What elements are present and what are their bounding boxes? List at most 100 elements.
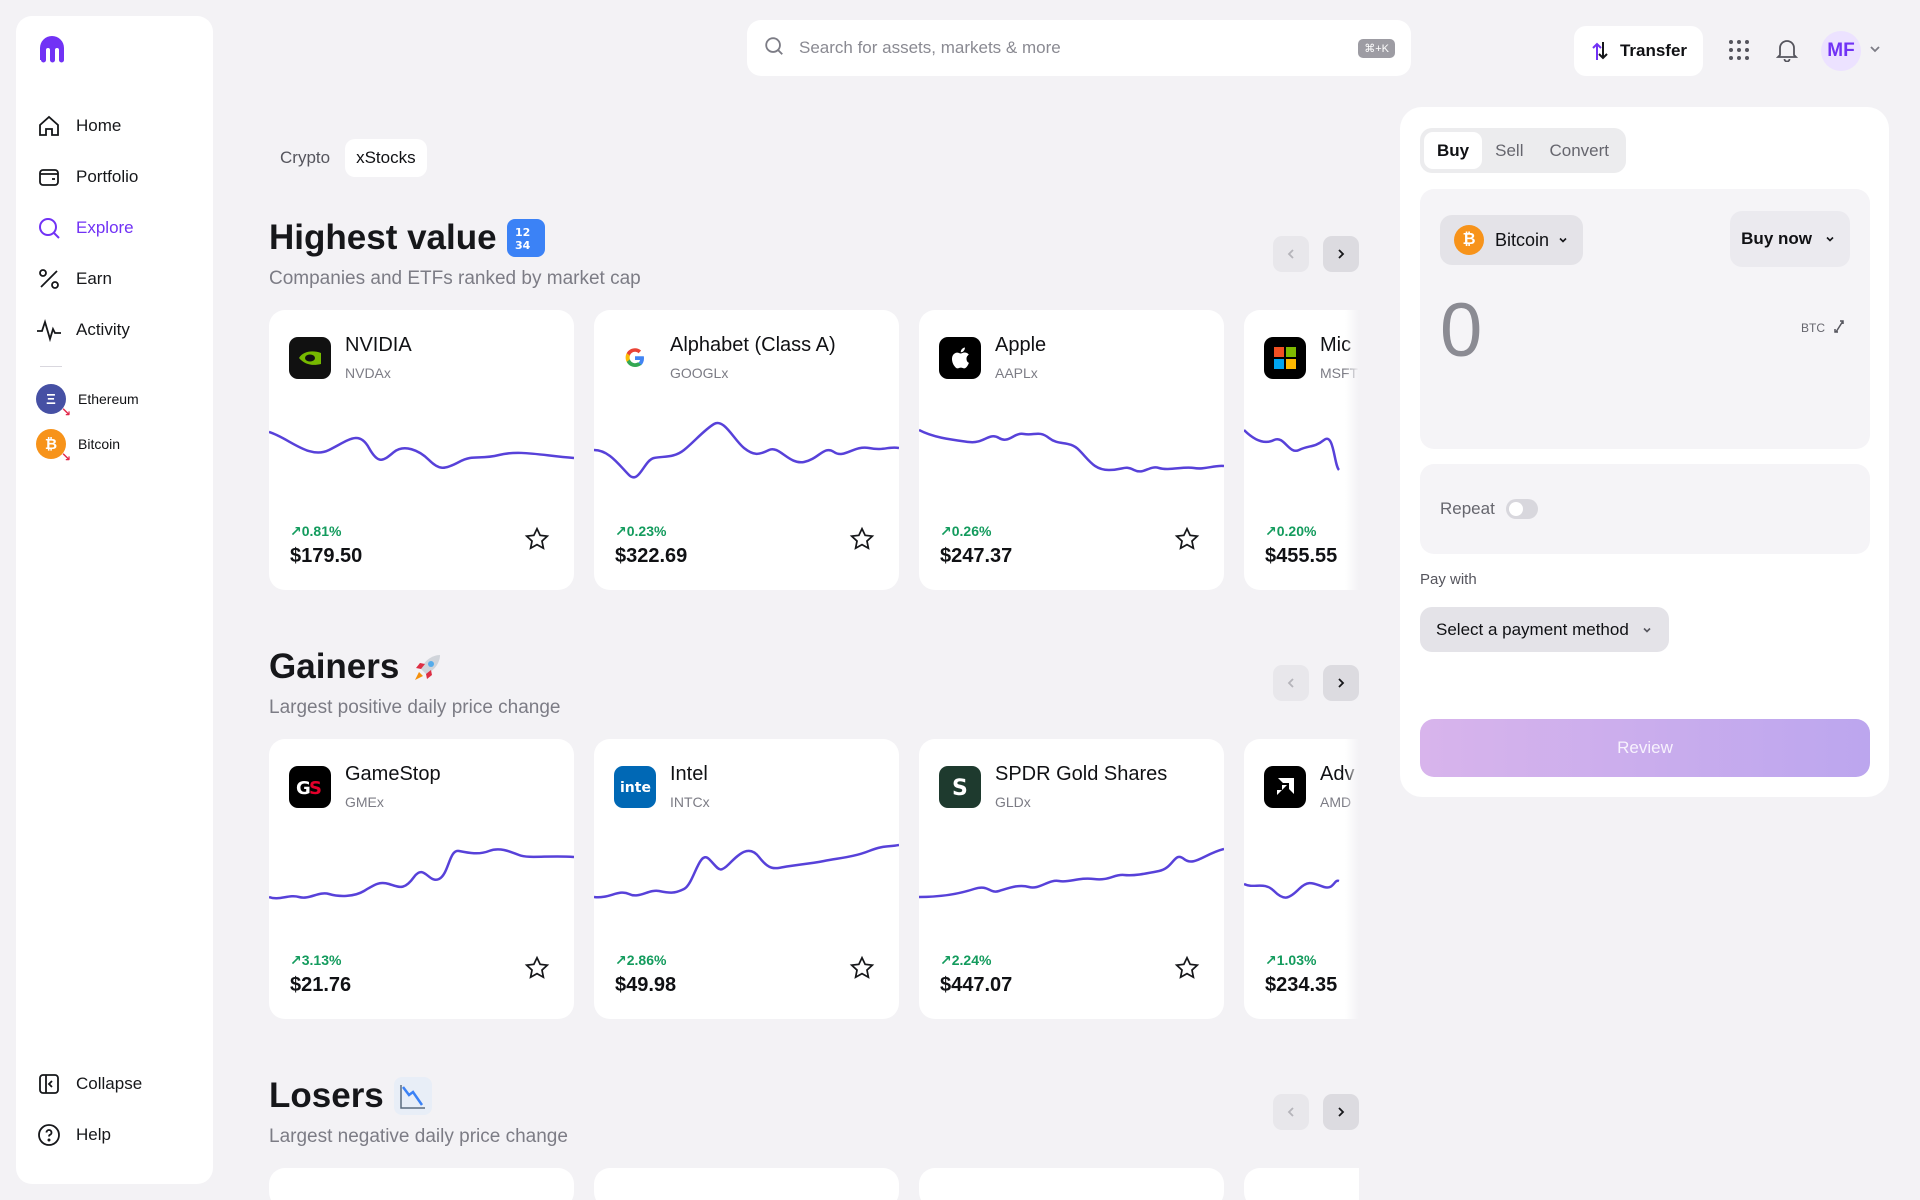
star-icon[interactable] [849, 526, 875, 557]
asset-card-amd[interactable]: Adv AMD ↗1.03% $234.35 [1244, 739, 1359, 1019]
search-input[interactable]: Search for assets, markets & more [799, 38, 1061, 57]
trade-panel: Buy Sell Convert ₿ Bitcoin Buy now 0 BTC… [1400, 107, 1889, 797]
sidebar-nav: Home Portfolio Explore Earn Activity Ξ ↘ … [30, 104, 200, 469]
asset-card-partial[interactable] [1244, 1168, 1359, 1200]
kraken-logo-icon[interactable] [36, 34, 68, 66]
asset-price: $322.69 [615, 545, 688, 567]
sidebar-bottom: Collapse Help [36, 1062, 142, 1164]
chevron-left-icon [1287, 678, 1294, 688]
sidebar-recent-ethereum[interactable]: Ξ ↘ Ethereum [30, 379, 200, 419]
collapse-sidebar-icon [36, 1071, 62, 1097]
carousel-next-button[interactable] [1323, 1094, 1359, 1130]
numbers-emoji-icon: 12 34 [506, 219, 545, 257]
star-icon[interactable] [849, 955, 875, 986]
unit-label: BTC [1801, 320, 1825, 335]
avatar[interactable]: MF [1821, 31, 1861, 71]
transfer-icon [1592, 42, 1608, 60]
carousel-prev-button[interactable] [1273, 236, 1309, 272]
asset-ticker: GOOGLx [670, 365, 729, 381]
tab-buy[interactable]: Buy [1424, 132, 1483, 169]
asset-card-partial[interactable] [269, 1168, 574, 1200]
tab-convert[interactable]: Convert [1549, 141, 1610, 160]
payment-method-select[interactable]: Select a payment method [1420, 607, 1669, 652]
down-arrow-icon: ↘ [60, 405, 71, 419]
section-title: Highest value 12 34 [269, 218, 1359, 258]
asset-price: $234.35 [1265, 974, 1338, 996]
price-sparkline [1244, 429, 1341, 471]
asset-price: $455.55 [1265, 545, 1338, 567]
swap-icon [1832, 319, 1846, 336]
chevron-down-icon[interactable] [1868, 42, 1882, 61]
tab-crypto[interactable]: Crypto [280, 148, 331, 167]
sidebar-item-activity[interactable]: Activity [30, 308, 200, 352]
repeat-label: Repeat [1440, 499, 1495, 518]
carousel-prev-button[interactable] [1273, 1094, 1309, 1130]
sidebar-recent-label: Ethereum [78, 391, 139, 407]
asset-price: $247.37 [940, 545, 1013, 567]
transfer-label: Transfer [1619, 41, 1688, 60]
carousel-next-button[interactable] [1323, 665, 1359, 701]
search-bar[interactable]: Search for assets, markets & more ⌘+K [747, 20, 1411, 76]
svg-text:intel: intel [620, 780, 652, 796]
sidebar-item-label: Home [76, 116, 122, 135]
sidebar-item-explore[interactable]: Explore [30, 206, 200, 250]
help-button[interactable]: Help [36, 1113, 142, 1157]
repeat-toggle[interactable] [1505, 499, 1538, 519]
star-icon[interactable] [1174, 955, 1200, 986]
collapse-button[interactable]: Collapse [36, 1062, 142, 1106]
section-title: Gainers [269, 647, 1359, 687]
asset-name: Apple [995, 334, 1047, 356]
review-button[interactable]: Review [1420, 719, 1870, 777]
card-carousel: GS GameStop GMEx ↗3.13% $21.76 intel Int… [269, 739, 1359, 1019]
asset-name: SPDR Gold Shares [995, 763, 1168, 785]
section-title: Losers [269, 1076, 1359, 1116]
sidebar-recent-bitcoin[interactable]: ₿ ↘ Bitcoin [30, 424, 200, 464]
sidebar-item-earn[interactable]: Earn [30, 257, 200, 301]
asset-card-apple[interactable]: Apple AAPLx ↗0.26% $247.37 [919, 310, 1224, 590]
chevron-right-icon [1338, 1107, 1345, 1117]
star-icon[interactable] [1174, 526, 1200, 557]
asset-card-spdr-gold[interactable]: S SPDR Gold Shares GLDx ↗2.24% $447.07 [919, 739, 1224, 1019]
apps-grid-icon[interactable] [1725, 36, 1753, 64]
apple-logo-icon [939, 337, 981, 379]
asset-price: $49.98 [615, 974, 677, 996]
asset-card-intel[interactable]: intel Intel INTCx ↗2.86% $49.98 [594, 739, 899, 1019]
sidebar-item-portfolio[interactable]: Portfolio [30, 155, 200, 199]
amd-logo-icon [1264, 766, 1306, 808]
bell-icon[interactable] [1773, 36, 1801, 64]
asset-card-nvidia[interactable]: NVIDIA NVDAx ↗0.81% $179.50 [269, 310, 574, 590]
asset-card-alphabet[interactable]: Alphabet (Class A) GOOGLx ↗0.23% $322.69 [594, 310, 899, 590]
order-type-select[interactable]: Buy now [1730, 211, 1850, 267]
sidebar-divider [40, 366, 62, 367]
star-icon[interactable] [524, 526, 550, 557]
sidebar-item-label: Portfolio [76, 167, 139, 186]
sidebar-item-label: Explore [76, 218, 134, 237]
star-icon[interactable] [524, 955, 550, 986]
transfer-button[interactable]: Transfer [1574, 26, 1703, 76]
carousel-next-button[interactable] [1323, 236, 1359, 272]
asset-ticker: AAPLx [995, 365, 1038, 381]
asset-name: Mic [1320, 334, 1352, 356]
section-subtitle: Largest positive daily price change [269, 697, 561, 718]
tab-sell[interactable]: Sell [1495, 141, 1524, 160]
repeat-row: Repeat [1420, 464, 1870, 554]
svg-text:12: 12 [515, 226, 530, 239]
unit-toggle[interactable]: BTC [1801, 319, 1846, 336]
tab-xstocks[interactable]: xStocks [345, 139, 427, 177]
price-sparkline [594, 843, 899, 899]
rocket-emoji-icon [409, 648, 447, 686]
asset-card-partial[interactable] [919, 1168, 1224, 1200]
carousel-prev-button[interactable] [1273, 665, 1309, 701]
carousel-pager [1259, 1094, 1359, 1130]
wallet-icon [36, 164, 62, 190]
asset-card-microsoft[interactable]: Mic MSFT ↗0.20% $455.55 [1244, 310, 1359, 590]
asset-card-partial[interactable] [594, 1168, 899, 1200]
asset-select[interactable]: ₿ Bitcoin [1440, 215, 1584, 265]
sidebar-item-home[interactable]: Home [30, 104, 200, 148]
price-sparkline [594, 421, 899, 479]
intel-logo-icon: intel [614, 766, 656, 808]
amount-input[interactable]: 0 [1440, 288, 1483, 373]
svg-text:S: S [952, 776, 968, 800]
